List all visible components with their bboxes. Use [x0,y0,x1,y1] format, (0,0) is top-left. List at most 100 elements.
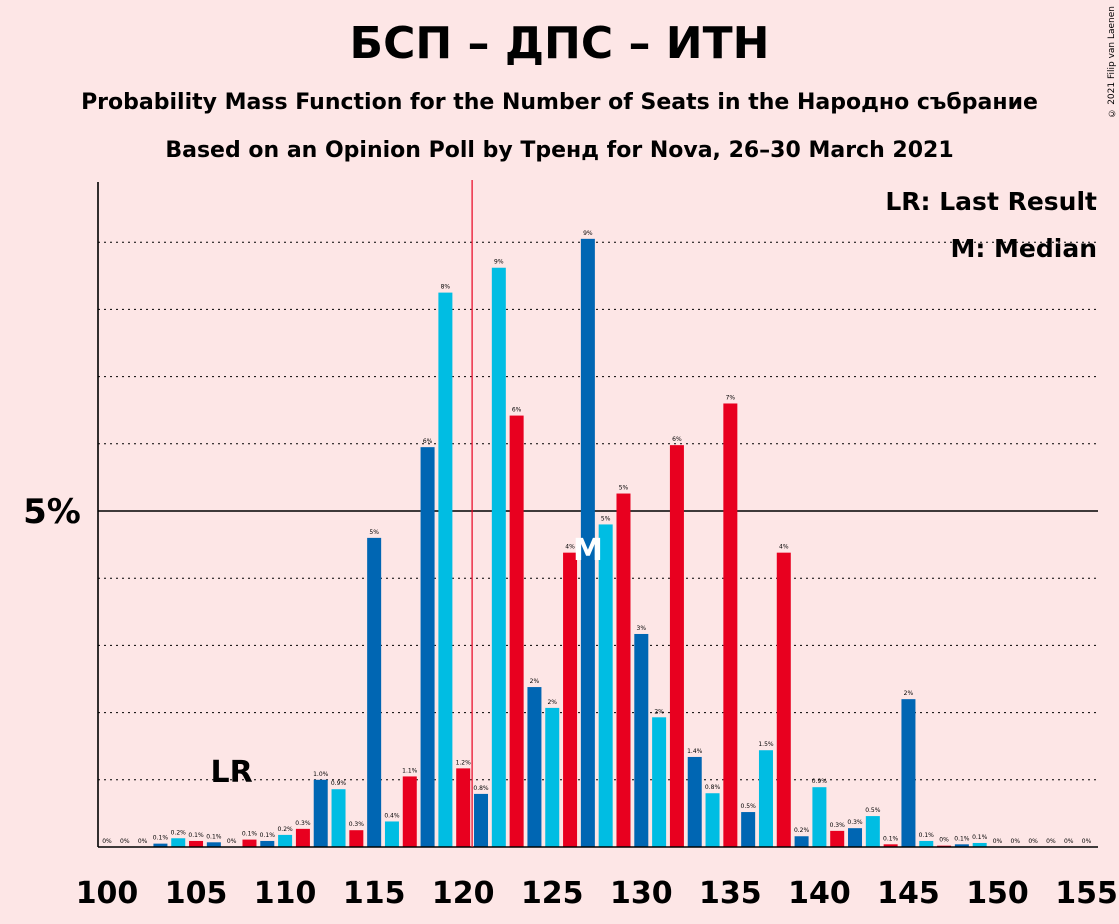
bar-label-seat-113: 0.9% [331,780,347,787]
bar-label-seat-134: 0.8% [705,784,721,791]
bar-seat-131 [652,717,667,847]
chart-title: БСП – ДПС – ИТН [349,18,770,69]
bar-seat-112 [313,779,328,847]
bar-seat-113 [331,789,346,847]
bar-seat-142 [848,828,863,847]
bar-seat-149 [972,842,987,847]
bar-label-seat-105: 0.1% [188,832,204,839]
bar-label-seat-117: 1.1% [402,767,418,774]
bar-label-seat-135: 7% [726,394,736,401]
annotations-layer: LR M LR: Last Result M: Median [211,187,1097,790]
x-tick-label-145: 145 [877,876,940,911]
bar-seat-127 [580,238,595,848]
x-tick-label-135: 135 [699,876,762,911]
median-marker: M [573,533,603,568]
bar-seat-106 [206,842,221,847]
bar-label-seat-122: 9% [494,259,504,266]
bar-label-seat-136: 0.5% [741,803,757,810]
bar-label-seat-124: 2% [530,678,540,685]
bar-seat-143 [865,816,880,847]
bar-label-seat-106: 0.1% [206,833,222,840]
bars-layer [153,238,987,848]
bar-label-seat-145: 2% [904,690,914,697]
x-tick-label-125: 125 [521,876,584,911]
bar-seat-139 [794,836,809,847]
bar-seat-121 [474,793,489,847]
x-tick-label-100: 100 [76,876,139,911]
bar-label-seat-103: 0.1% [153,835,169,842]
bar-seat-104 [171,838,186,847]
bar-label-seat-125: 2% [547,699,557,706]
bar-seat-103 [153,843,168,847]
bar-seat-122 [491,267,506,848]
bar-seat-145 [901,699,916,847]
bar-label-seat-123: 6% [512,407,522,414]
gridlines [98,241,1098,781]
bar-label-seat-102: 0% [138,838,148,845]
bar-label-seat-118: 6% [423,438,433,445]
y-tick-label-5pct: 5% [23,492,81,532]
bar-seat-140 [812,787,827,847]
bar-label-seat-130: 3% [637,625,647,632]
bar-seat-117 [402,776,417,847]
bar-seat-135 [723,403,738,847]
bar-label-seat-112: 1.0% [313,771,329,778]
bar-seat-136 [741,812,756,847]
bar-label-seat-140: 0.9% [812,778,828,785]
bar-label-seat-146: 0.1% [919,832,935,839]
bar-seat-130 [634,633,649,847]
bar-label-seat-149: 0.1% [972,834,988,841]
bar-label-seat-147: 0% [939,837,949,844]
bar-label-seat-101: 0% [120,838,130,845]
bar-label-seat-152: 0% [1028,838,1038,845]
bar-label-seat-104: 0.2% [171,829,187,836]
bar-label-seat-100: 0% [102,838,112,845]
bar-label-seat-132: 6% [672,436,682,443]
bar-label-seat-121: 0.8% [473,785,489,792]
x-tick-label-155: 155 [1055,876,1118,911]
bar-seat-132 [669,445,684,847]
bar-label-seat-109: 0.1% [260,832,276,839]
bar-seat-123 [509,415,524,847]
bar-seat-126 [563,552,578,847]
last-result-marker: LR [211,755,253,790]
bar-seat-138 [776,552,791,847]
bar-label-seat-115: 5% [369,529,379,536]
bar-seat-115 [367,537,382,847]
bar-seat-128 [598,524,613,847]
bar-seat-116 [384,821,399,847]
bar-seat-111 [295,828,310,847]
bar-seat-118 [420,447,435,847]
bar-label-seat-142: 0.3% [847,819,863,826]
bar-label-seat-150: 0% [993,838,1003,845]
x-tick-labels: 100 105 110 115 120 125 130 135 140 145 150 155 [76,876,1118,911]
bar-label-seat-126: 4% [565,544,575,551]
bar-label-seat-143: 0.5% [865,807,881,814]
bar-label-seat-138: 4% [779,544,789,551]
legend-last-result: LR: Last Result [885,187,1097,216]
bar-label-seat-116: 0.4% [384,812,400,819]
bar-seat-119 [438,292,453,848]
bar-label-seat-137: 1.5% [758,741,774,748]
bar-label-seat-108: 0.1% [242,831,258,838]
bar-seat-133 [687,756,702,847]
x-tick-label-140: 140 [788,876,851,911]
chart-source-line: Based on an Opinion Poll by Тренд for No… [165,138,954,163]
bar-seat-120 [456,768,471,847]
bar-label-seat-120: 1.2% [456,759,472,766]
x-tick-label-105: 105 [165,876,228,911]
bar-seat-109 [260,840,275,847]
bar-label-seat-155: 0% [1082,838,1092,845]
bar-label-seat-127: 9% [583,230,593,237]
bar-seat-105 [189,840,204,847]
x-tick-label-120: 120 [432,876,495,911]
x-tick-label-130: 130 [610,876,673,911]
bar-seat-108 [242,839,257,847]
bar-seat-148 [954,844,969,847]
bar-label-seat-154: 0% [1064,838,1074,845]
bar-label-seat-144: 0.1% [883,835,899,842]
bar-label-seat-128: 5% [601,515,611,522]
bar-label-seat-110: 0.2% [277,826,293,833]
bar-seat-124 [527,687,542,847]
